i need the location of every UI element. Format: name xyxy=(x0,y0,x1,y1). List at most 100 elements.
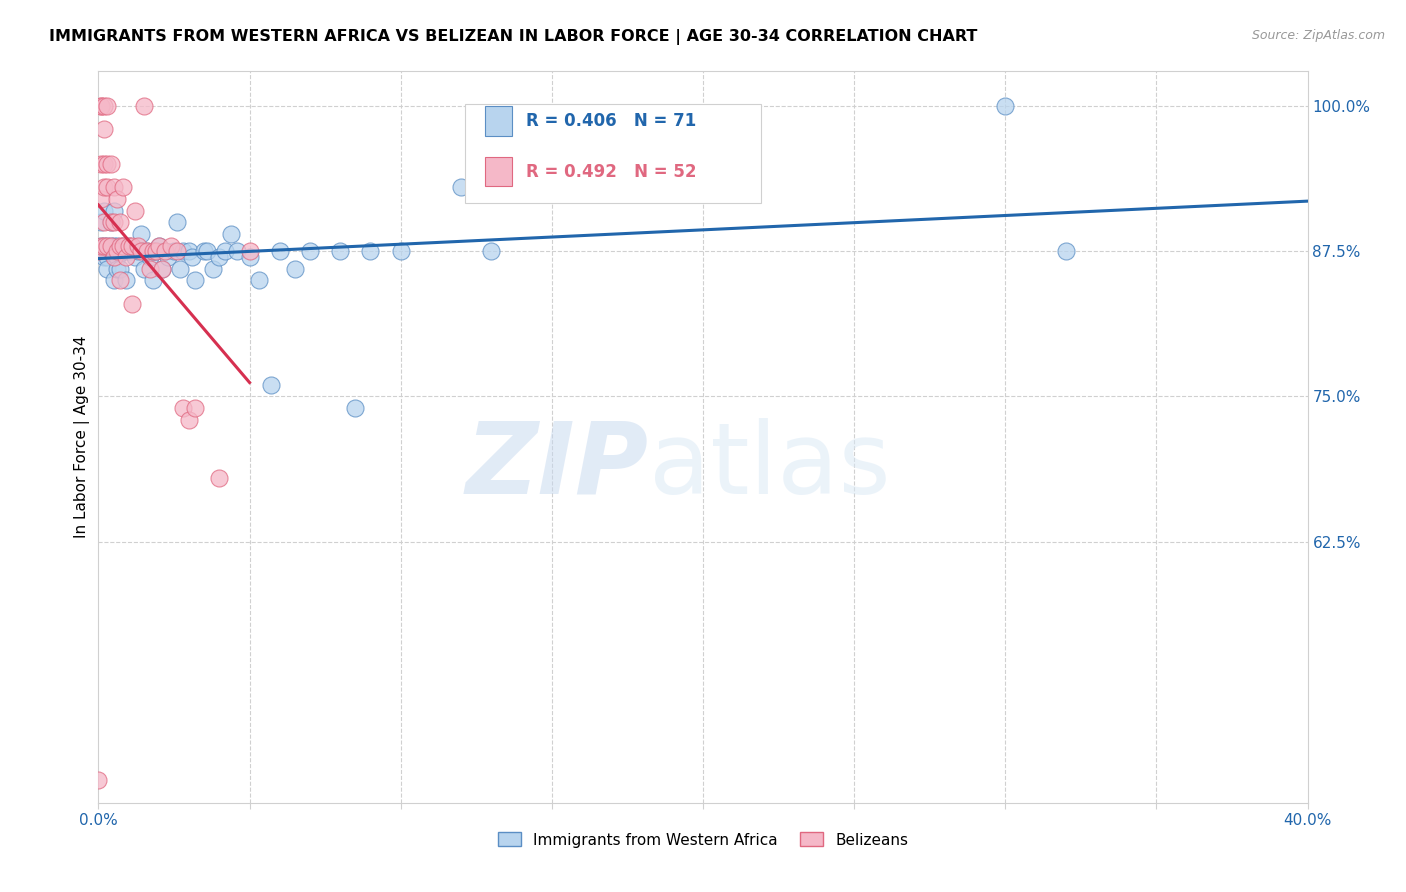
Point xyxy=(96,99,118,113)
Point xyxy=(247,273,270,287)
Point xyxy=(90,215,112,229)
Point xyxy=(124,250,146,264)
Point xyxy=(105,192,128,206)
Point xyxy=(450,180,472,194)
Point xyxy=(103,180,125,194)
Point xyxy=(100,244,122,259)
Point xyxy=(124,203,146,218)
Point xyxy=(344,401,367,415)
Point xyxy=(93,238,115,252)
FancyBboxPatch shape xyxy=(465,104,761,203)
Point xyxy=(129,227,152,241)
Point xyxy=(142,244,165,259)
Point xyxy=(114,244,136,259)
Text: IMMIGRANTS FROM WESTERN AFRICA VS BELIZEAN IN LABOR FORCE | AGE 30-34 CORRELATIO: IMMIGRANTS FROM WESTERN AFRICA VS BELIZE… xyxy=(49,29,977,45)
Text: Source: ZipAtlas.com: Source: ZipAtlas.com xyxy=(1251,29,1385,42)
Point xyxy=(360,244,382,259)
Point xyxy=(208,250,231,264)
Point xyxy=(389,244,412,259)
Point xyxy=(108,238,131,252)
Point xyxy=(139,261,162,276)
Point xyxy=(208,471,231,485)
Text: ZIP: ZIP xyxy=(465,417,648,515)
Point xyxy=(90,238,112,252)
Point xyxy=(96,238,118,252)
Point xyxy=(118,238,141,252)
Point xyxy=(90,157,112,171)
Point xyxy=(172,401,194,415)
Point xyxy=(87,244,110,259)
Point xyxy=(96,250,118,264)
Point xyxy=(105,244,128,259)
Point xyxy=(118,244,141,259)
Point xyxy=(93,180,115,194)
Point xyxy=(329,244,352,259)
Point xyxy=(100,238,122,252)
Point xyxy=(214,244,236,259)
Point xyxy=(284,261,307,276)
Point xyxy=(150,261,173,276)
Point xyxy=(90,99,112,113)
Bar xyxy=(485,106,512,136)
Point xyxy=(135,244,157,259)
Point xyxy=(160,238,183,252)
Point xyxy=(121,296,143,310)
Point xyxy=(226,244,249,259)
Point xyxy=(93,250,115,264)
Point xyxy=(90,238,112,252)
Point xyxy=(179,412,201,426)
Point xyxy=(103,215,125,229)
Point xyxy=(100,215,122,229)
Bar xyxy=(485,157,512,186)
Point xyxy=(132,99,155,113)
Point xyxy=(166,215,188,229)
Legend: Immigrants from Western Africa, Belizeans: Immigrants from Western Africa, Belizean… xyxy=(492,826,914,854)
Point xyxy=(221,227,243,241)
Point xyxy=(111,180,134,194)
Point xyxy=(139,250,162,264)
Point xyxy=(121,244,143,259)
Point xyxy=(269,244,291,259)
Point xyxy=(181,250,204,264)
Point xyxy=(90,99,112,113)
Point xyxy=(93,122,115,136)
Point xyxy=(127,238,149,252)
Point xyxy=(145,244,167,259)
Point xyxy=(111,238,134,252)
Point xyxy=(142,273,165,287)
Point xyxy=(103,250,125,264)
Point xyxy=(179,244,201,259)
Point xyxy=(153,244,176,259)
Point xyxy=(90,192,112,206)
Point xyxy=(163,244,186,259)
Point xyxy=(135,244,157,259)
Point xyxy=(93,157,115,171)
Point xyxy=(481,244,503,259)
Point xyxy=(150,261,173,276)
Point xyxy=(148,238,170,252)
Point xyxy=(111,244,134,259)
Point xyxy=(156,250,179,264)
Point xyxy=(145,244,167,259)
Point xyxy=(103,238,125,252)
Point xyxy=(96,180,118,194)
Point xyxy=(93,203,115,218)
Point xyxy=(87,772,110,787)
Text: atlas: atlas xyxy=(648,417,890,515)
Point xyxy=(114,273,136,287)
Point xyxy=(103,244,125,259)
Point xyxy=(96,157,118,171)
Point xyxy=(108,244,131,259)
Point xyxy=(105,261,128,276)
Point xyxy=(239,250,262,264)
Point xyxy=(93,215,115,229)
Point xyxy=(132,261,155,276)
Point xyxy=(90,244,112,259)
Point xyxy=(129,244,152,259)
Point xyxy=(100,215,122,229)
Y-axis label: In Labor Force | Age 30-34: In Labor Force | Age 30-34 xyxy=(75,335,90,539)
Point xyxy=(96,244,118,259)
Point xyxy=(108,261,131,276)
Point xyxy=(239,244,262,259)
Point xyxy=(148,238,170,252)
